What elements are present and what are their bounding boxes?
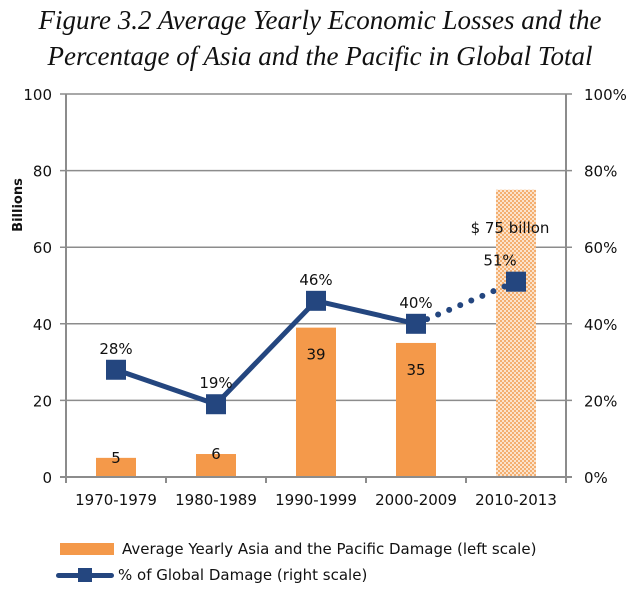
legend-swatch-bar [60,543,114,555]
bar [496,189,536,477]
chart-title-line-1: Figure 3.2 Average Yearly Economic Losse… [38,5,602,35]
line-solid [115,298,417,407]
y-tick-label: 60 [33,239,52,257]
legend-swatch-line [56,568,114,582]
line-data-label: 40% [399,294,432,312]
y-axis-label: Billions [11,178,26,232]
x-tick-label: 2000-2009 [375,491,457,509]
legend-item-damage: Average Yearly Asia and the Pacific Dama… [56,536,536,562]
line-marker [106,359,126,380]
line-data-label: 19% [199,374,232,392]
x-tick-label: 1990-1999 [275,491,357,509]
line-series [106,271,526,415]
y2-tick-label: 60% [584,239,617,257]
x-tick-label: 1970-1979 [75,491,157,509]
chart-title-line-2: Percentage of Asia and the Pacific in Gl… [47,41,593,71]
line-data-label: 51% [483,252,516,270]
bar-data-label: 35 [406,361,425,379]
bar [96,457,136,477]
y2-tick-label: 0% [584,469,608,487]
y-tick-label: 0 [42,469,52,487]
bar-data-label: $ 75 billon [471,219,550,237]
line-data-label: 28% [99,340,132,358]
bar-series [96,189,536,477]
chart-title: Figure 3.2 Average Yearly Economic Losse… [0,2,640,74]
bar [296,327,336,477]
bar [196,454,236,477]
bar-data-label: 39 [306,346,325,364]
legend: Average Yearly Asia and the Pacific Dama… [56,536,536,588]
data-labels: 5 6 39 35 $ 75 billon 28% 19% 46% 40% 51% [99,219,549,467]
y-tick-label: 20 [33,392,52,410]
y-tick-label: 80 [33,163,52,181]
legend-item-global-pct: % of Global Damage (right scale) [56,562,536,588]
y2-tick-label: 40% [584,316,617,334]
bar [396,342,436,477]
y2-tick-label: 80% [584,163,617,181]
bar-data-label: 6 [211,445,221,463]
y2-tick-label: 100% [584,86,627,104]
line-marker [206,394,226,415]
x-tick-label: 2010-2013 [475,491,557,509]
y-tick-label: 100 [23,86,52,104]
legend-label-global-pct: % of Global Damage (right scale) [118,566,368,584]
y2-tick-label: 20% [584,392,617,410]
line-marker [306,290,326,311]
y-tick-label: 40 [33,316,52,334]
line-marker [506,271,526,292]
axes: 0 20 40 60 80 100 0% 20% 40% 60% 80% 100% 1970-1979 1… [23,86,627,509]
x-tick-label: 1980-1989 [175,491,257,509]
line-marker [406,313,426,334]
bar-data-label: 5 [111,449,121,467]
legend-label-damage: Average Yearly Asia and the Pacific Dama… [122,540,537,558]
line-data-label: 46% [299,271,332,289]
